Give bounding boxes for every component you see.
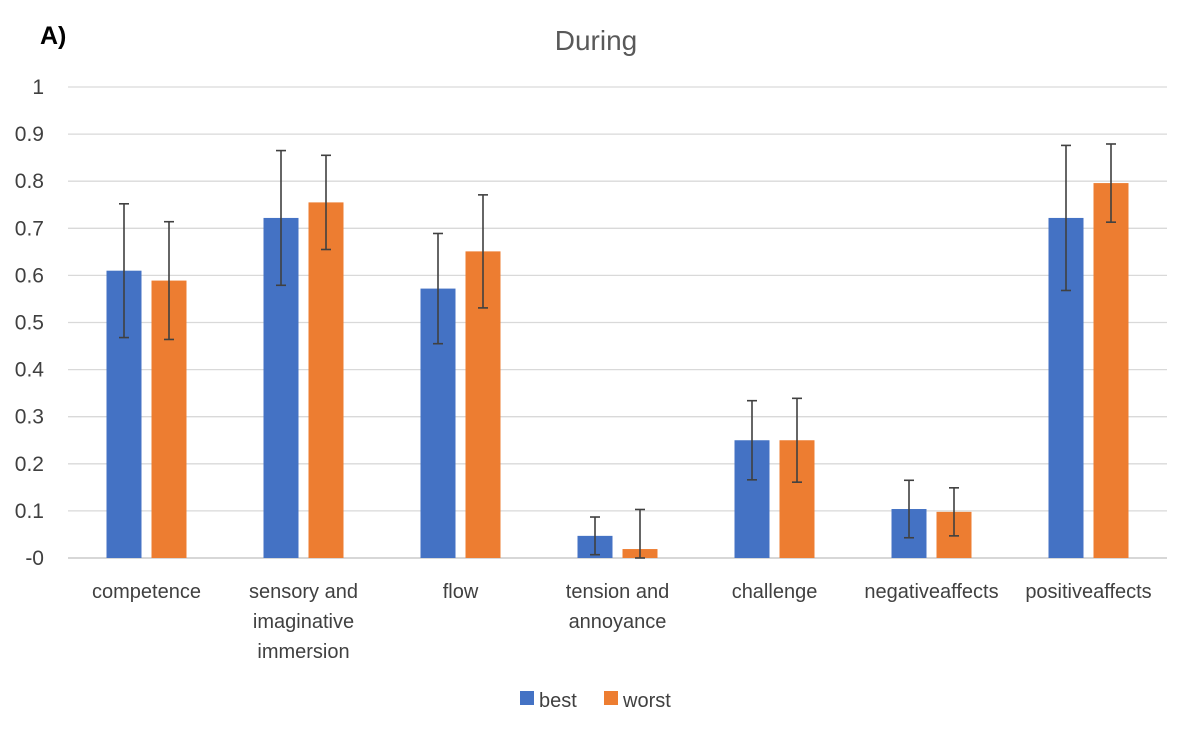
bars (106, 183, 1129, 559)
x-tick-label: challenge (732, 581, 818, 603)
legend-swatch-worst (604, 691, 618, 705)
y-tick-label: 0.3 (15, 406, 44, 429)
x-tick-label: negativeaffects (864, 581, 998, 603)
x-tick-label: competence (92, 581, 201, 603)
y-tick-label: 0.9 (15, 123, 44, 146)
y-tick-label: 0.4 (15, 359, 45, 382)
y-tick-label: 0.5 (15, 312, 44, 335)
legend: best worst (520, 690, 671, 712)
panel-label: A) (40, 22, 67, 50)
y-axis-ticks: -0 0.1 0.2 0.3 0.4 0.5 0.6 0.7 0.8 0.9 1 (15, 76, 45, 570)
legend-swatch-best (520, 691, 534, 705)
y-tick-label: 0.2 (15, 453, 44, 476)
x-tick-label: flow (443, 581, 479, 603)
legend-label-best: best (539, 690, 577, 712)
error-bars (119, 143, 1116, 559)
x-axis-ticks: competence sensory and imaginative immersio… (92, 581, 1152, 663)
y-tick-label: 0.7 (15, 217, 44, 240)
bar-worst (308, 202, 344, 558)
y-tick-label: 1 (32, 76, 44, 99)
y-tick-label: -0 (25, 547, 44, 570)
x-tick-label: sensory and imaginative immersion (249, 581, 358, 663)
legend-label-worst: worst (622, 690, 671, 712)
gridlines (68, 86, 1167, 559)
y-tick-label: 0.1 (15, 500, 44, 523)
x-tick-label: positiveaffects (1025, 581, 1151, 603)
y-tick-label: 0.6 (15, 264, 44, 287)
x-tick-label: tension and annoyance (566, 581, 669, 633)
y-tick-label: 0.8 (15, 170, 44, 193)
chart-title: During (555, 25, 637, 56)
bar-worst (1093, 183, 1129, 559)
